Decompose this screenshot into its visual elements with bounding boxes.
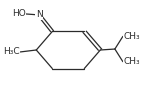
Text: CH₃: CH₃ — [123, 57, 140, 66]
Text: CH₃: CH₃ — [123, 32, 140, 41]
Text: HO: HO — [12, 10, 25, 18]
Text: H₃C: H₃C — [3, 47, 20, 56]
Text: N: N — [36, 10, 43, 19]
